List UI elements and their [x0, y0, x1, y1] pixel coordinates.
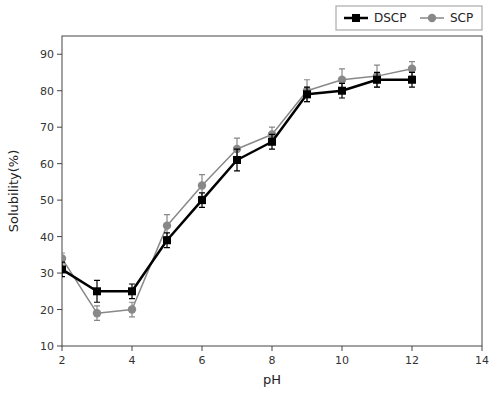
error-bar — [129, 284, 135, 299]
y-tick-label: 50 — [40, 194, 54, 207]
y-tick — [57, 346, 62, 347]
error-bar — [62, 262, 65, 277]
error-bar — [234, 149, 240, 171]
y-tick-label: 30 — [40, 267, 54, 280]
point — [62, 265, 66, 273]
y-tick-label: 20 — [40, 304, 54, 317]
error-bar — [269, 134, 275, 149]
point — [338, 76, 346, 84]
legend-label: DSCP — [374, 11, 406, 25]
y-tick — [57, 90, 62, 91]
error-bar — [304, 87, 310, 102]
y-tick — [57, 236, 62, 237]
series — [62, 72, 416, 302]
x-tick — [272, 346, 273, 351]
plot-frame — [62, 36, 482, 346]
x-tick-label: 4 — [129, 354, 136, 367]
y-tick-label: 80 — [40, 85, 54, 98]
series-line — [62, 80, 412, 292]
point — [163, 221, 171, 229]
legend-label: SCP — [450, 11, 473, 25]
legend: DSCP SCP — [336, 6, 482, 30]
point — [198, 196, 206, 204]
y-tick-label: 60 — [40, 158, 54, 171]
x-tick — [62, 346, 63, 351]
legend-box — [336, 6, 482, 30]
y-tick-label: 40 — [40, 231, 54, 244]
error-bar — [199, 193, 205, 208]
error-bar — [374, 72, 380, 87]
point — [128, 287, 136, 295]
x-tick-label: 10 — [335, 354, 349, 367]
error-bar — [94, 280, 100, 302]
y-tick-label: 90 — [40, 48, 54, 61]
x-axis-label: pH — [263, 372, 281, 387]
point — [373, 76, 381, 84]
x-tick — [342, 346, 343, 351]
point — [303, 90, 311, 98]
y-tick-label: 10 — [40, 340, 54, 353]
series-line — [62, 69, 412, 313]
legend-marker — [428, 14, 436, 22]
point — [408, 65, 416, 73]
point — [268, 138, 276, 146]
y-tick-label: 70 — [40, 121, 54, 134]
plot-area — [62, 62, 416, 321]
x-tick — [202, 346, 203, 351]
point — [128, 305, 136, 313]
y-tick — [57, 54, 62, 55]
point — [408, 76, 416, 84]
point — [233, 156, 241, 164]
chart: 2 4 6 8 10 12 14 10 20 30 40 50 60 70 80 90 pH Solubility… — [0, 0, 500, 394]
point — [198, 181, 206, 189]
y-tick — [57, 127, 62, 128]
y-tick — [57, 163, 62, 164]
error-bar — [409, 72, 415, 87]
x-tick — [132, 346, 133, 351]
error-bar — [339, 83, 345, 98]
y-tick — [57, 309, 62, 310]
point — [93, 309, 101, 317]
series — [62, 62, 416, 321]
point — [62, 254, 66, 262]
legend-marker — [352, 14, 360, 22]
y-axis-label: Solubility(%) — [6, 150, 21, 232]
x-tick-label: 2 — [59, 354, 66, 367]
error-bar — [164, 233, 170, 248]
x-tick-label: 8 — [269, 354, 276, 367]
x-tick-label: 12 — [405, 354, 419, 367]
x-tick-label: 14 — [475, 354, 489, 367]
point — [163, 236, 171, 244]
y-tick — [57, 200, 62, 201]
point — [93, 287, 101, 295]
x-tick — [412, 346, 413, 351]
y-tick — [57, 273, 62, 274]
x-tick-label: 6 — [199, 354, 206, 367]
point — [338, 87, 346, 95]
x-tick — [482, 346, 483, 351]
error-bar — [374, 65, 380, 87]
